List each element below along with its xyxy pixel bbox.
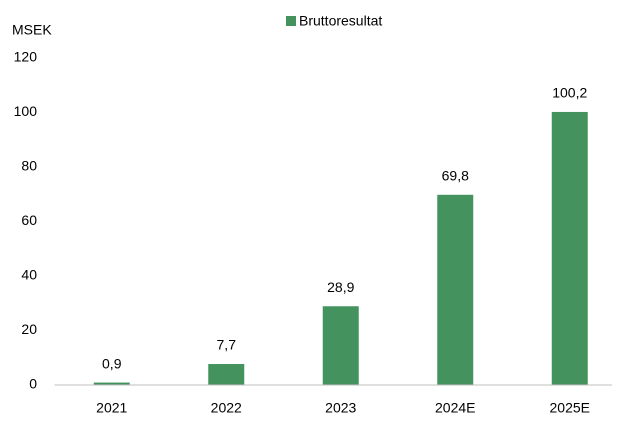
y-tick-label: 60 [21, 212, 37, 228]
bar [322, 306, 359, 385]
x-tick-label: 2023 [325, 400, 356, 416]
y-tick-label: 100 [14, 103, 38, 119]
y-tick-label: 120 [14, 49, 38, 65]
bar [437, 194, 474, 385]
y-tick-label: 80 [21, 158, 37, 174]
y-tick-label: 0 [29, 376, 37, 392]
bar [93, 382, 130, 385]
x-tick-label: 2025E [550, 400, 590, 416]
bar [208, 364, 245, 385]
y-tick-label: 20 [21, 321, 37, 337]
x-tick-label: 2022 [211, 400, 242, 416]
data-label: 69,8 [442, 167, 469, 183]
x-tick-label: 2021 [96, 400, 127, 416]
data-label: 0,9 [102, 355, 122, 371]
y-tick-label: 40 [21, 267, 37, 283]
legend-swatch [286, 16, 296, 26]
data-label: 7,7 [217, 337, 237, 353]
x-tick-label: 2024E [435, 400, 475, 416]
legend-label: Bruttoresultat [299, 13, 382, 29]
y-axis-label: MSEK [12, 22, 52, 38]
data-label: 100,2 [552, 85, 587, 101]
bar [551, 111, 588, 385]
data-label: 28,9 [327, 279, 354, 295]
